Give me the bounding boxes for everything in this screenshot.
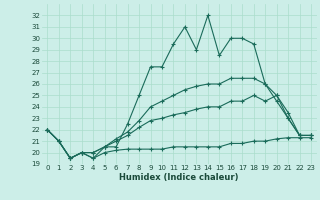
X-axis label: Humidex (Indice chaleur): Humidex (Indice chaleur) [119, 173, 239, 182]
